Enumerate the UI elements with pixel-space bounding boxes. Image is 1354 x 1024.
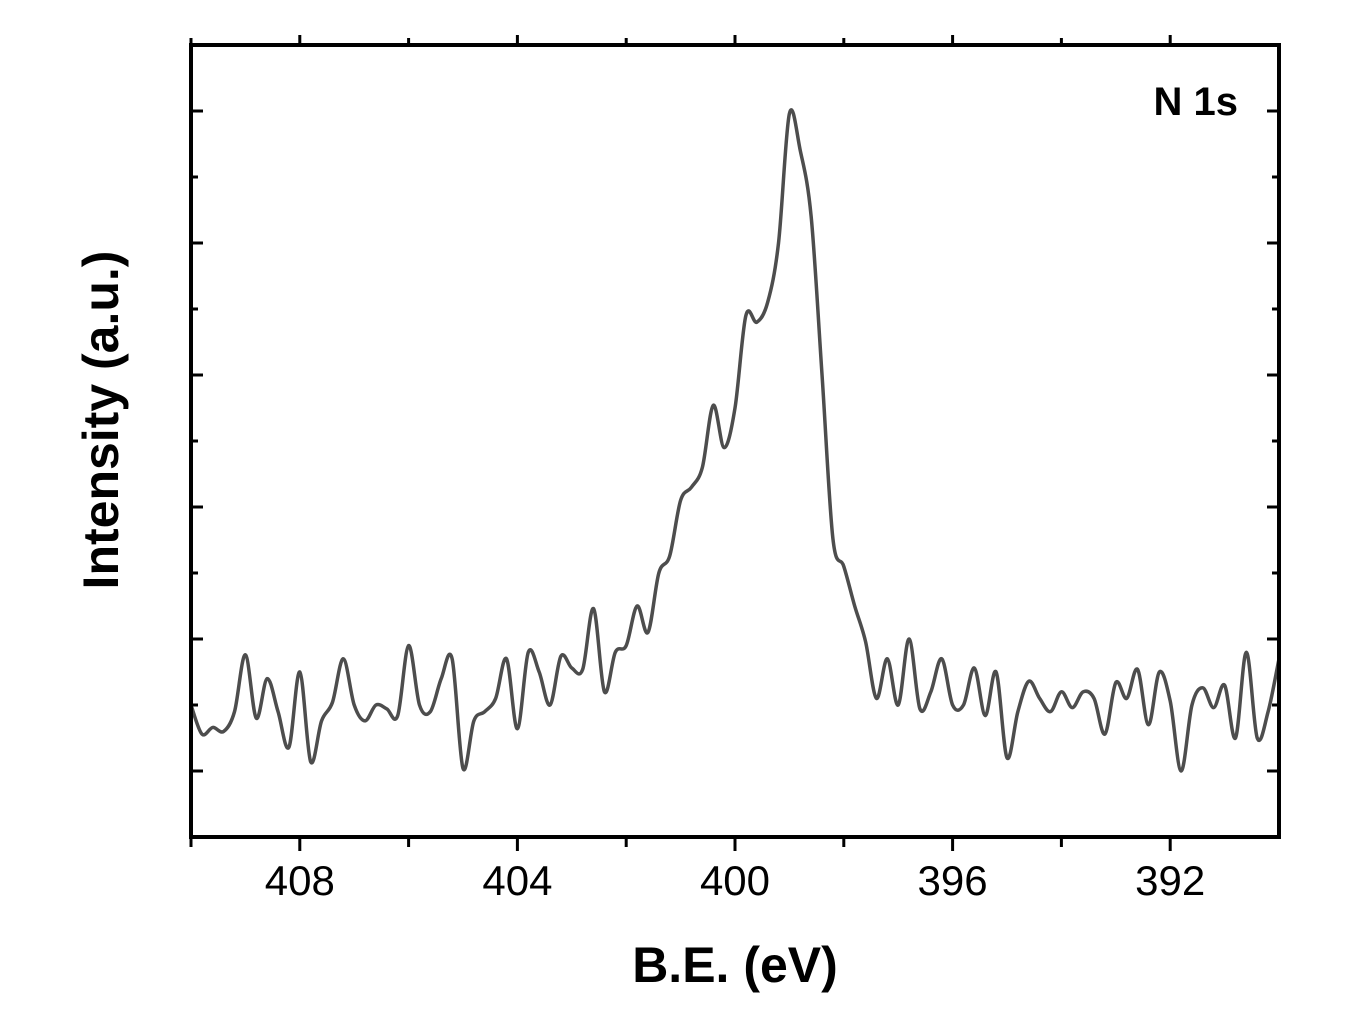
x-axis-title: B.E. (eV) — [632, 937, 838, 993]
y-axis-title: Intensity (a.u.) — [73, 251, 129, 590]
peak-annotation: N 1s — [1154, 80, 1239, 124]
x-tick-label: 396 — [918, 857, 988, 904]
x-tick-label: 400 — [700, 857, 770, 904]
x-tick-label: 408 — [265, 857, 335, 904]
x-tick-label: 392 — [1135, 857, 1205, 904]
series-line — [189, 108, 1281, 773]
x-tick-label: 404 — [482, 857, 552, 904]
plot-frame — [189, 43, 1281, 839]
axis-ticks — [189, 35, 1279, 851]
x-tick-labels: 408 404 400 396 392 — [265, 857, 1205, 904]
